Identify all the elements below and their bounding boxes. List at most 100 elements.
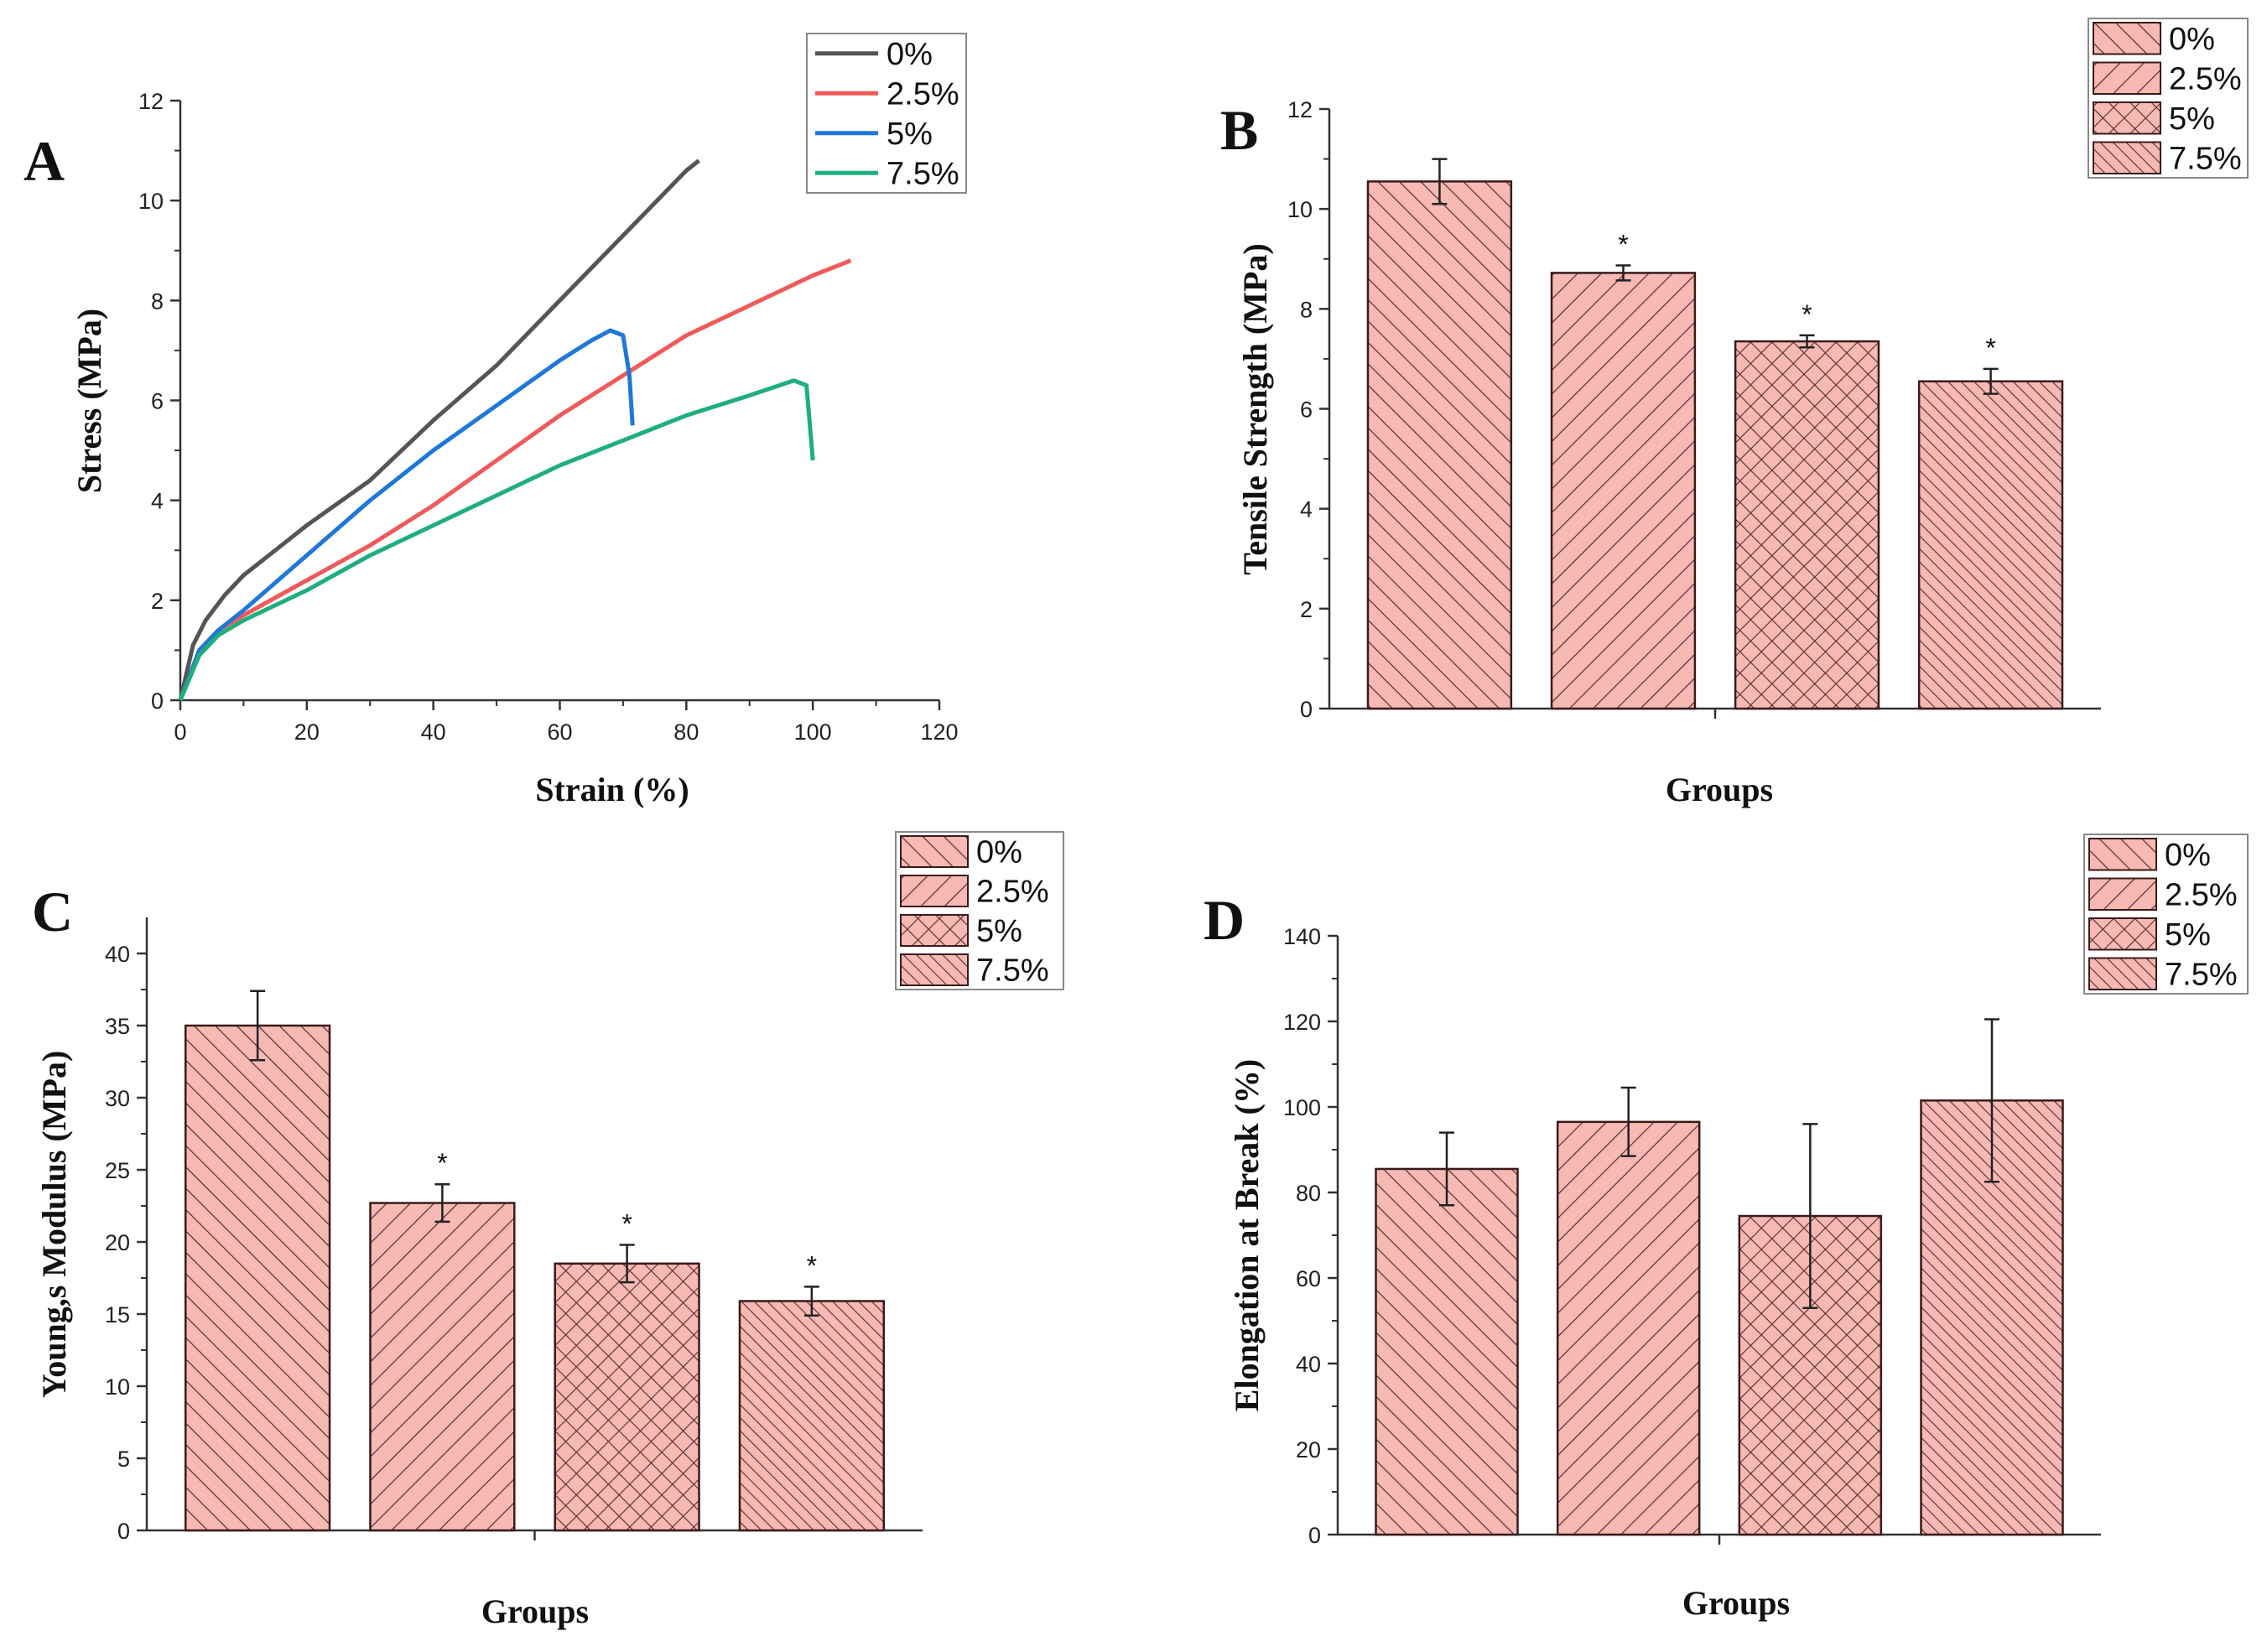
- y-tick-label: 6: [1300, 397, 1313, 423]
- y-tick-label: 2: [151, 589, 164, 614]
- x-tick-label: 100: [794, 720, 832, 745]
- y-tick-label: 12: [1287, 97, 1313, 122]
- significance-marker: *: [1802, 299, 1812, 330]
- y-tick-label: 20: [1296, 1437, 1321, 1462]
- legend-label: 0%: [976, 835, 1022, 870]
- series-line-0%: [178, 158, 700, 701]
- y-tick-label: 40: [105, 942, 130, 967]
- legend-swatch: [900, 953, 969, 986]
- y-tick-label: 10: [105, 1374, 130, 1400]
- bar-0%: [1375, 1167, 1519, 1536]
- legend-swatch: [900, 914, 969, 947]
- x-tick-label: 120: [920, 720, 958, 745]
- legend-label: 5%: [2165, 917, 2211, 953]
- bar-2.5%: [1556, 1120, 1701, 1536]
- bar-2.5%: [1550, 272, 1697, 710]
- y-tick-label: 8: [151, 288, 164, 314]
- y-axis-title: Young,s Modulus (MPa): [35, 1051, 73, 1399]
- legend-label: 2.5%: [2165, 877, 2238, 912]
- legend-label: 7.5%: [976, 953, 1049, 989]
- x-tick-label: 60: [547, 720, 572, 745]
- y-tick-label: 60: [1296, 1266, 1321, 1291]
- legend-label: 7.5%: [887, 156, 959, 191]
- panel-D: D 0 20 40 60 80 100 120 140 Groups Elongation at B…: [1204, 834, 2249, 1622]
- y-tick-label: 12: [138, 89, 164, 114]
- y-tick-label: 35: [105, 1014, 130, 1039]
- legend-label: 0%: [2165, 838, 2211, 873]
- y-tick-label: 0: [1308, 1523, 1321, 1548]
- significance-marker: *: [621, 1208, 632, 1239]
- legend-label: 2.5%: [2169, 61, 2242, 96]
- y-tick-label: 4: [1300, 497, 1313, 522]
- legend: 0% 2.5% 5% 7.5%: [806, 33, 967, 194]
- x-axis-title: Groups: [481, 1592, 589, 1630]
- series-line-7.5%: [178, 378, 815, 701]
- panel-letter: D: [1204, 888, 1245, 952]
- legend-swatch: [2093, 61, 2161, 95]
- x-tick-label: 80: [673, 720, 699, 745]
- bar-0%: [1366, 180, 1513, 710]
- legend-label: 5%: [976, 914, 1022, 949]
- bar-2.5%: [369, 1202, 516, 1532]
- y-tick-label: 30: [105, 1086, 130, 1111]
- series-line-5%: [178, 328, 635, 701]
- y-tick-label: 15: [105, 1302, 130, 1327]
- y-tick-label: 80: [1296, 1181, 1321, 1206]
- bar-5%: [554, 1262, 700, 1532]
- legend-swatch: [2093, 141, 2161, 174]
- legend-label: 2.5%: [976, 875, 1049, 910]
- legend: 0% 2.5% 5% 7.5%: [895, 831, 1064, 990]
- significance-marker: *: [1618, 229, 1628, 259]
- bar-7.5%: [1917, 380, 2064, 710]
- bar-5%: [1734, 340, 1880, 710]
- y-tick-label: 10: [138, 189, 164, 214]
- y-tick-label: 100: [1283, 1095, 1321, 1120]
- y-tick-label: 0: [151, 688, 164, 714]
- bar-0%: [185, 1024, 331, 1532]
- panel-letter: B: [1220, 98, 1258, 162]
- legend-label: 5%: [2169, 101, 2215, 137]
- y-tick-label: 20: [105, 1230, 130, 1255]
- legend-swatch: [2088, 838, 2157, 871]
- legend-swatch: [2088, 917, 2157, 951]
- legend-label: 0%: [887, 37, 933, 72]
- x-tick-label: 20: [294, 720, 320, 745]
- y-tick-label: 25: [105, 1158, 130, 1183]
- legend-swatch: [2088, 957, 2157, 990]
- x-axis-title: Strain (%): [535, 771, 689, 808]
- significance-marker: *: [437, 1148, 447, 1178]
- legend-swatch: [2093, 101, 2161, 135]
- y-tick-label: 0: [1300, 697, 1313, 722]
- y-axis-title: Tensile Strength (MPa): [1236, 243, 1274, 575]
- panel-C: C 0 5 10 15 20 25 30 35 40 Groups Young,s Modulus (…: [32, 831, 1064, 1630]
- y-tick-label: 0: [117, 1519, 130, 1544]
- significance-marker: *: [807, 1250, 817, 1281]
- panel-B: B 0 2 4 6 8 10 12 Groups Tensile Strength (MPa) 0%…: [1220, 18, 2249, 808]
- panel-letter: C: [32, 880, 73, 943]
- x-tick-label: 0: [174, 720, 186, 745]
- legend: 0% 2.5% 5% 7.5%: [2083, 834, 2249, 995]
- y-tick-label: 140: [1283, 924, 1321, 949]
- bar-7.5%: [738, 1300, 886, 1532]
- x-axis-title: Groups: [1682, 1584, 1790, 1622]
- legend-label: 7.5%: [2165, 957, 2238, 992]
- panel-letter: A: [23, 129, 65, 193]
- series-line-2.5%: [178, 258, 852, 701]
- y-axis-title: Elongation at Break (%): [1228, 1059, 1266, 1411]
- y-tick-label: 8: [1300, 297, 1313, 322]
- y-tick-label: 10: [1287, 197, 1313, 222]
- legend: 0% 2.5% 5% 7.5%: [2088, 18, 2249, 179]
- y-tick-label: 120: [1283, 1010, 1321, 1035]
- legend-swatch: [2093, 22, 2161, 55]
- legend-label: 0%: [2169, 22, 2215, 57]
- x-tick-label: 40: [421, 720, 446, 745]
- y-axis-title: Stress (MPa): [70, 309, 108, 493]
- y-tick-label: 4: [151, 489, 164, 514]
- legend-swatch: [2088, 877, 2157, 911]
- y-tick-label: 6: [151, 389, 164, 414]
- legend-swatch: [900, 835, 969, 868]
- legend-label: 7.5%: [2169, 141, 2242, 176]
- legend-label: 2.5%: [887, 76, 959, 112]
- significance-marker: *: [1985, 333, 1995, 363]
